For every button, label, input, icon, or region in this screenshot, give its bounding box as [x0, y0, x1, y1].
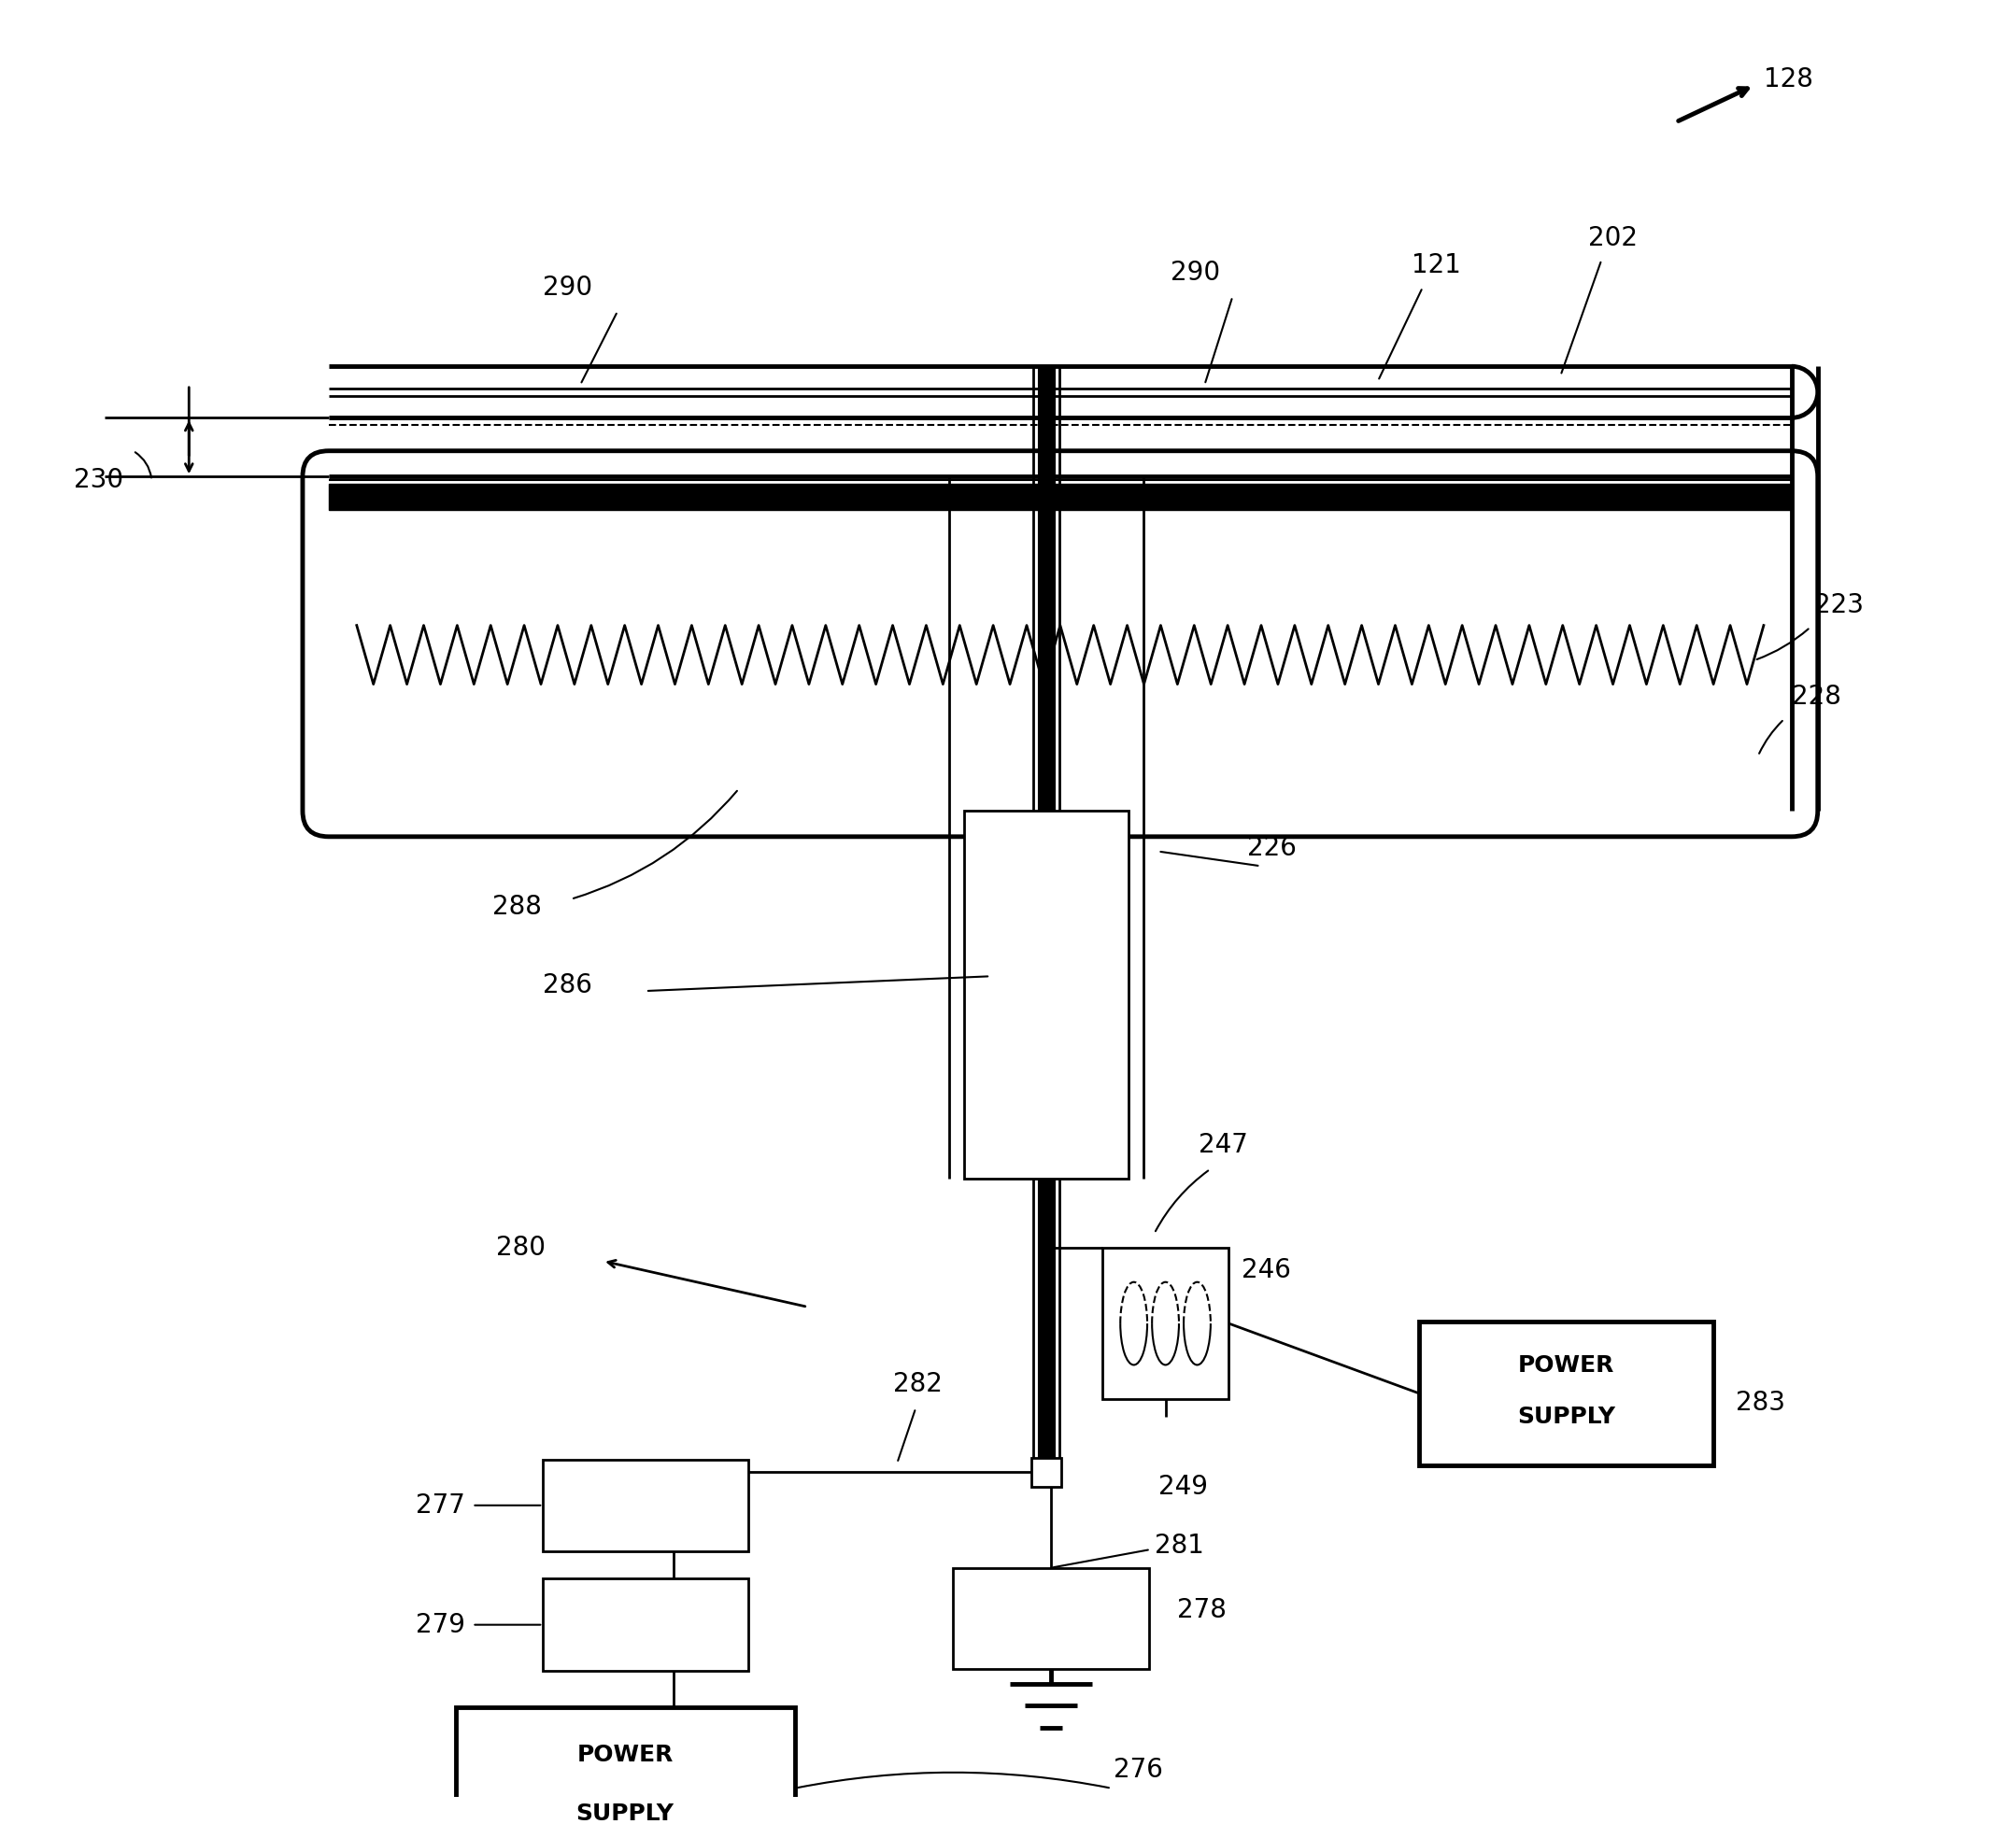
Text: 283: 283 [1736, 1390, 1786, 1415]
Text: 279: 279 [415, 1612, 466, 1638]
Text: 281: 281 [1155, 1532, 1204, 1560]
Text: 249: 249 [1157, 1474, 1208, 1499]
Text: 128: 128 [1764, 67, 1812, 93]
Text: 246: 246 [1242, 1257, 1292, 1284]
Bar [329, 483, 1792, 509]
Text: SUPPLY: SUPPLY [1518, 1406, 1615, 1428]
FancyBboxPatch shape [302, 451, 1818, 837]
Text: 226: 226 [1248, 835, 1296, 861]
Text: 202: 202 [1589, 224, 1639, 252]
Bar [1419, 1322, 1714, 1465]
Text: POWER: POWER [1518, 1355, 1615, 1377]
Text: 223: 223 [1814, 593, 1863, 618]
Text: 288: 288 [492, 894, 542, 919]
Bar [542, 1580, 748, 1671]
Text: 280: 280 [496, 1235, 546, 1260]
Text: 228: 228 [1792, 684, 1841, 710]
Text: 247: 247 [1200, 1133, 1248, 1158]
Bar [456, 1707, 794, 1824]
Text: 276: 276 [1113, 1757, 1163, 1784]
Bar [1032, 1457, 1060, 1487]
Text: 277: 277 [415, 1492, 466, 1518]
Text: 290: 290 [542, 274, 593, 301]
Bar [964, 812, 1129, 1178]
Bar [954, 1569, 1149, 1669]
Text: 278: 278 [1177, 1598, 1226, 1623]
Text: 286: 286 [542, 972, 593, 998]
Text: 290: 290 [1171, 259, 1220, 286]
Text: POWER: POWER [577, 1744, 673, 1766]
Bar [1103, 1248, 1230, 1399]
Text: 230: 230 [73, 467, 123, 492]
Text: 121: 121 [1411, 252, 1462, 279]
Text: SUPPLY: SUPPLY [577, 1802, 673, 1824]
Text: 282: 282 [893, 1372, 943, 1397]
Bar [542, 1459, 748, 1550]
